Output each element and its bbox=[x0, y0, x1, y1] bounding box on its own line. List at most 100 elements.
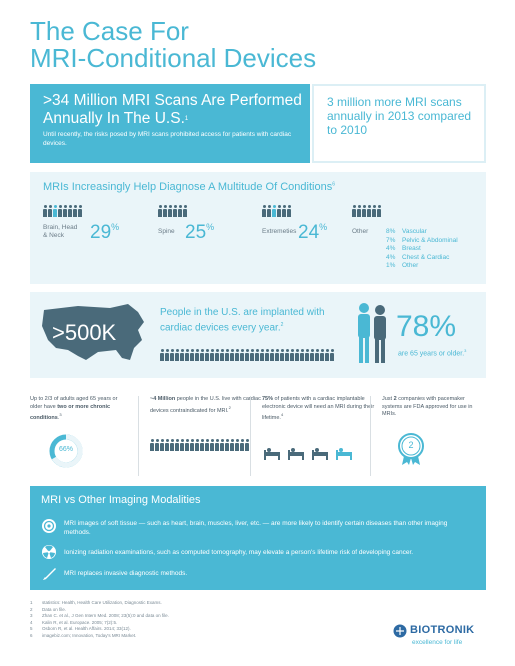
person-icon bbox=[170, 439, 174, 451]
modality-row-radiation: Ionizing radiation examinations, such as… bbox=[64, 549, 414, 556]
person-icon bbox=[240, 439, 244, 451]
person-icon bbox=[160, 349, 164, 361]
person-icon bbox=[165, 349, 169, 361]
person-icon bbox=[225, 439, 229, 451]
person-icon bbox=[175, 349, 179, 361]
headline-heading: >34 Million MRI Scans Are Performed Annu… bbox=[43, 92, 302, 127]
conditions-title: MRIs Increasingly Help Diagnose A Multit… bbox=[43, 181, 335, 193]
person-icon bbox=[63, 205, 67, 217]
footnote: 4 Kalin R, et al. Europace. 2005; 7(2):5. bbox=[30, 619, 118, 625]
person-icon bbox=[250, 349, 254, 361]
radiation-icon bbox=[42, 545, 56, 559]
stat-divider bbox=[370, 396, 371, 476]
elderly-couple-icon bbox=[358, 303, 386, 363]
person-icon bbox=[255, 349, 259, 361]
person-icon bbox=[230, 349, 234, 361]
person-icon bbox=[168, 205, 172, 217]
person-icon bbox=[220, 349, 224, 361]
person-icon bbox=[225, 349, 229, 361]
person-icon bbox=[260, 349, 264, 361]
person-icon bbox=[183, 205, 187, 217]
person-icon bbox=[160, 439, 164, 451]
person-icon bbox=[272, 205, 276, 217]
condition-brain-label: Brain, Head & Neck bbox=[43, 224, 78, 239]
person-icon bbox=[190, 349, 194, 361]
title-line-1: The Case For bbox=[30, 16, 189, 46]
page-title: The Case For MRI-Conditional Devices bbox=[30, 18, 316, 72]
person-icon bbox=[372, 205, 376, 217]
other-breakdown-item: 1% Other bbox=[386, 262, 419, 269]
person-icon bbox=[165, 439, 169, 451]
hospital-beds-icon bbox=[264, 448, 352, 460]
scalpel-icon bbox=[43, 568, 56, 580]
modality-row-soft-tissue: MRI images of soft tissue — such as hear… bbox=[64, 520, 448, 536]
person-icon bbox=[290, 349, 294, 361]
condition-extremities-label: Extremeties bbox=[262, 228, 297, 235]
implant-big-number: >500K bbox=[52, 320, 117, 345]
person-icon bbox=[48, 205, 52, 217]
person-icon bbox=[220, 439, 224, 451]
implant-panel: >500K People in the U.S. are implanted w… bbox=[30, 292, 486, 378]
contraindicated-people-icons bbox=[150, 438, 270, 456]
stat-fda-approved: Just 2 companies with pacemaker systems … bbox=[382, 396, 473, 417]
person-icon bbox=[245, 439, 249, 451]
person-icon bbox=[215, 439, 219, 451]
person-icon bbox=[275, 349, 279, 361]
person-icon bbox=[210, 439, 214, 451]
person-icon bbox=[300, 349, 304, 361]
headline-ref: 1 bbox=[184, 116, 189, 122]
person-icon bbox=[163, 205, 167, 217]
person-icon bbox=[285, 349, 289, 361]
other-breakdown-item: 7% Pelvic & Abdominal bbox=[386, 236, 458, 244]
person-icon bbox=[245, 349, 249, 361]
person-icon bbox=[180, 349, 184, 361]
person-icon bbox=[367, 205, 371, 217]
person-icon bbox=[210, 349, 214, 361]
person-icon bbox=[235, 439, 239, 451]
footnote: 5 Osborn R, et al. Health Affairs. 2014; … bbox=[30, 626, 131, 632]
title-line-2: MRI-Conditional Devices bbox=[30, 43, 317, 73]
footnotes: 1 statistics: Health, Health Care Utiliza… bbox=[30, 600, 330, 640]
usa-map-icon bbox=[42, 304, 144, 360]
award-badge-icon bbox=[398, 433, 424, 465]
person-icon bbox=[287, 205, 291, 217]
condition-spine-icons bbox=[158, 204, 188, 222]
other-breakdown-item: 4% Breast bbox=[386, 245, 421, 252]
person-icon bbox=[205, 349, 209, 361]
conditions-ref: 6 bbox=[332, 181, 335, 188]
stat-divider bbox=[138, 396, 139, 476]
person-icon bbox=[310, 349, 314, 361]
person-icon bbox=[58, 205, 62, 217]
brand-tagline: excellence for life bbox=[412, 639, 463, 646]
person-icon bbox=[315, 349, 319, 361]
person-icon bbox=[68, 205, 72, 217]
person-icon bbox=[78, 205, 82, 217]
person-icon bbox=[155, 439, 159, 451]
person-icon bbox=[230, 439, 234, 451]
implant-text: People in the U.S. are implanted with ca… bbox=[160, 307, 325, 334]
person-icon bbox=[377, 205, 381, 217]
brand-name: BIOTRONIK bbox=[410, 624, 475, 636]
person-icon bbox=[330, 349, 334, 361]
modalities-title: MRI vs Other Imaging Modalities bbox=[41, 494, 201, 506]
person-icon bbox=[43, 205, 47, 217]
condition-other-icons bbox=[352, 204, 382, 222]
person-icon bbox=[175, 439, 179, 451]
person-icon bbox=[362, 205, 366, 217]
person-icon bbox=[200, 439, 204, 451]
footnote: 1 statistics: Health, Health Care Utiliza… bbox=[30, 600, 162, 605]
implant-people-row bbox=[160, 348, 335, 366]
person-icon bbox=[73, 205, 77, 217]
condition-spine-percent: 25% bbox=[185, 222, 215, 243]
donut-66-icon bbox=[49, 434, 83, 468]
person-icon bbox=[170, 349, 174, 361]
person-icon bbox=[305, 349, 309, 361]
headline-body: Until recently, the risks posed by MRI s… bbox=[43, 131, 292, 147]
person-icon bbox=[295, 349, 299, 361]
person-icon bbox=[53, 205, 57, 217]
footnote: 2 Data on file. bbox=[30, 606, 67, 612]
award-badge-label: 2 bbox=[408, 440, 414, 450]
person-icon bbox=[190, 439, 194, 451]
person-icon bbox=[240, 349, 244, 361]
person-icon bbox=[352, 205, 356, 217]
